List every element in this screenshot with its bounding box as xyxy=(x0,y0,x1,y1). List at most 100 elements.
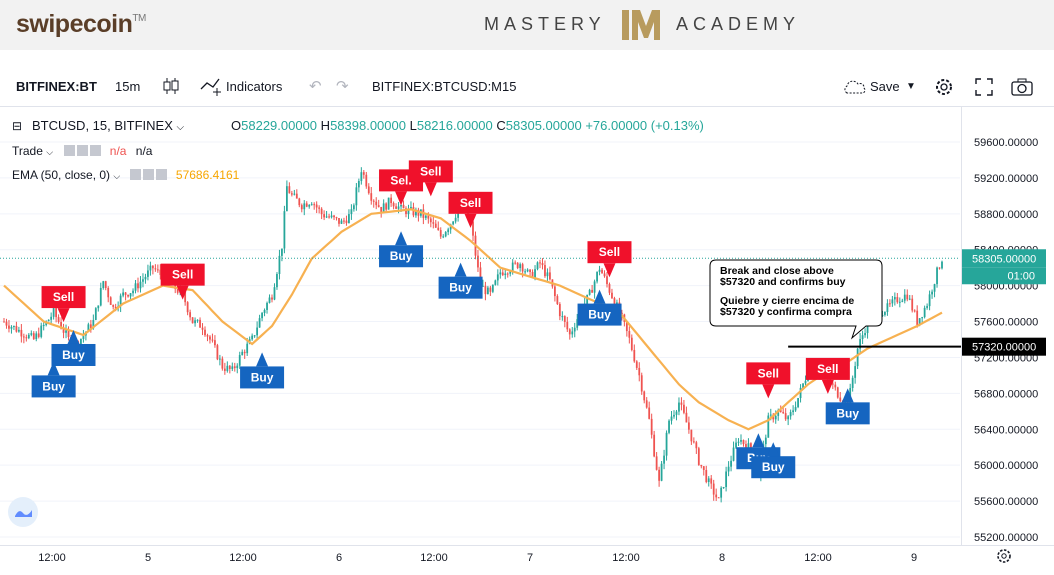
candle xyxy=(695,440,698,454)
candle-body xyxy=(613,298,616,307)
candle xyxy=(643,390,646,404)
trade-indicator-row[interactable]: Trade ⌵ n/a n/a xyxy=(12,144,152,158)
candle-body xyxy=(10,326,13,329)
redo-icon[interactable]: ↷ xyxy=(336,78,349,95)
buy-arrow xyxy=(256,352,269,367)
sell-signal[interactable]: Sell xyxy=(408,160,453,197)
sell-box xyxy=(448,191,493,214)
camera-icon[interactable] xyxy=(1011,77,1033,97)
visibility-icon[interactable] xyxy=(64,145,76,156)
buy-signal[interactable]: Buy xyxy=(577,289,622,326)
candle xyxy=(539,259,541,269)
collapse-legend-icon[interactable]: ⊟ xyxy=(12,119,23,133)
candle xyxy=(834,381,837,391)
candle-body xyxy=(186,302,189,313)
ema-indicator-row[interactable]: EMA (50, close, 0) ⌵ 57686.4161 xyxy=(12,168,239,182)
sell-signal[interactable]: Sell xyxy=(746,362,791,399)
buy-signal[interactable]: Buy xyxy=(438,262,483,299)
candle xyxy=(606,272,608,288)
candle-body xyxy=(129,293,132,297)
candle xyxy=(722,486,725,489)
sell-signal[interactable]: Sell xyxy=(41,286,86,323)
candle-body xyxy=(40,325,43,337)
buy-signal[interactable]: Buy xyxy=(31,361,76,398)
candle-body xyxy=(717,497,720,499)
candle-body xyxy=(57,317,60,323)
candle-body xyxy=(586,294,589,304)
sell-signal[interactable]: Sell xyxy=(160,263,205,300)
candle-body xyxy=(276,273,278,288)
remove-icon[interactable] xyxy=(155,169,167,180)
candle-body xyxy=(147,270,149,277)
candle xyxy=(357,178,360,193)
symbol-search[interactable]: BITFINEX:BT xyxy=(16,79,97,94)
save-button[interactable]: Save xyxy=(870,79,900,94)
candle xyxy=(268,294,271,304)
candle-body xyxy=(563,316,566,322)
candle-body xyxy=(886,303,889,312)
chevron-down-icon[interactable]: ⌵ xyxy=(176,122,185,133)
time-axis[interactable] xyxy=(0,545,1054,575)
candle xyxy=(216,343,219,361)
buy-arrow xyxy=(841,388,854,403)
candle xyxy=(692,437,695,444)
buy-signal[interactable]: Buy xyxy=(751,442,796,479)
chevron-down-icon[interactable]: ⌵ xyxy=(113,171,121,181)
candle-body xyxy=(214,340,216,346)
cloud-icon[interactable] xyxy=(842,79,868,95)
gear-icon[interactable] xyxy=(933,76,955,98)
remove-icon[interactable] xyxy=(90,145,102,156)
indicator-controls[interactable] xyxy=(64,144,103,158)
buy-signal[interactable]: Buy xyxy=(825,388,870,425)
candle-body xyxy=(896,297,899,303)
candle xyxy=(424,214,427,221)
price-axis[interactable] xyxy=(961,107,1054,545)
candle xyxy=(27,333,30,340)
candle xyxy=(372,199,375,208)
candles-icon[interactable] xyxy=(162,75,180,97)
candle-body xyxy=(325,216,328,218)
candle xyxy=(278,249,281,280)
candle-body xyxy=(114,306,117,309)
sell-signal[interactable]: Sell xyxy=(448,191,493,228)
y-tick-label: 55600.00000 xyxy=(974,496,1038,508)
sell-arrow xyxy=(395,191,408,206)
candle-body xyxy=(87,324,90,332)
visibility-icon[interactable] xyxy=(129,169,141,180)
indicators-button[interactable]: Indicators xyxy=(226,79,283,94)
indicator-controls[interactable] xyxy=(129,168,169,182)
indicators-icon[interactable] xyxy=(199,75,223,97)
save-dropdown-chevron-icon[interactable]: ▼ xyxy=(906,81,916,92)
candle xyxy=(211,333,214,343)
settings-icon[interactable] xyxy=(142,169,154,180)
sell-signal[interactable]: Sell xyxy=(587,241,632,278)
buy-label: Buy xyxy=(42,379,65,393)
candle xyxy=(737,438,740,446)
candle xyxy=(323,210,326,221)
buy-signal[interactable]: Buy xyxy=(379,231,424,268)
sell-label: Sell xyxy=(390,173,411,187)
candle xyxy=(109,296,112,305)
buy-box xyxy=(51,343,96,366)
candle-body xyxy=(774,415,777,420)
ohlc-values: O58229.00000 H58398.00000 L58216.00000 C… xyxy=(231,118,704,133)
sell-signal[interactable]: Sell xyxy=(805,357,850,394)
undo-icon[interactable]: ↶ xyxy=(309,78,322,95)
fullscreen-icon[interactable] xyxy=(974,77,994,97)
settings-icon[interactable] xyxy=(77,145,89,156)
tradingview-logo-icon[interactable] xyxy=(8,497,38,527)
candle-body xyxy=(630,337,633,350)
buy-signal[interactable]: Buy xyxy=(51,329,96,366)
candle xyxy=(489,285,492,296)
candle-body xyxy=(544,265,546,277)
candle-body xyxy=(67,330,70,338)
buy-signal[interactable]: Buy xyxy=(240,352,285,389)
candle xyxy=(797,397,799,409)
candle-body xyxy=(593,281,596,293)
interval-selector[interactable]: 15m xyxy=(115,79,141,94)
candle-body xyxy=(278,255,281,274)
candle-body xyxy=(80,338,82,347)
chevron-down-icon[interactable]: ⌵ xyxy=(46,147,54,157)
settings-icon[interactable] xyxy=(997,549,1011,563)
